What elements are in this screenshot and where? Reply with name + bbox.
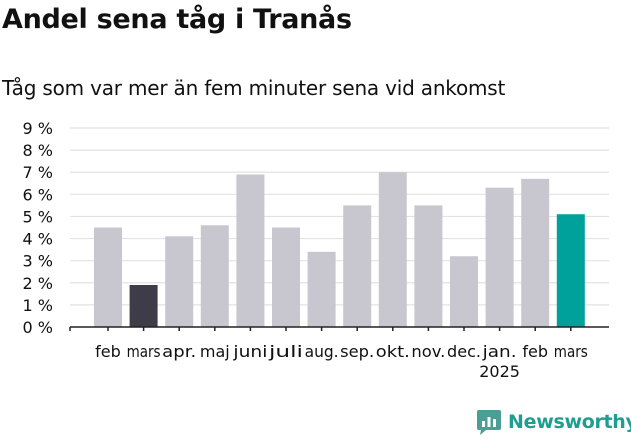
x-tick-label: mars <box>127 342 161 361</box>
newsworthy-brand: Newsworthy <box>476 406 631 438</box>
bar-2 <box>165 236 194 327</box>
bar-7 <box>343 205 372 327</box>
x-tick-label: apr. <box>162 342 196 361</box>
y-tick-label: 0 % <box>23 318 53 337</box>
x-tick-label: jan. <box>481 342 516 361</box>
x-tick-label: juli <box>268 342 303 361</box>
x-tick-label: sep. <box>340 342 374 361</box>
bar-5 <box>272 227 300 327</box>
bar-13 <box>556 214 585 327</box>
x-tick-label: feb <box>522 342 548 361</box>
x-tick-label: feb <box>95 342 121 361</box>
newsworthy-logo-icon <box>477 410 501 435</box>
x-tick-label: nov. <box>411 342 445 361</box>
chart-subtitle: Tåg som var mer än fem minuter sena vid … <box>2 76 506 100</box>
y-tick-label: 5 % <box>23 207 53 226</box>
x-tick-label: juni <box>232 342 267 361</box>
year-label: 2025 <box>479 362 520 381</box>
y-tick-label: 1 % <box>23 296 53 315</box>
bar-6 <box>307 251 336 327</box>
bar-9 <box>414 205 443 327</box>
y-tick-label: 2 % <box>23 274 53 293</box>
bar-0 <box>94 227 122 327</box>
x-tick-label: dec. <box>447 342 481 361</box>
bar-12 <box>521 178 550 327</box>
brand-name: Newsworthy <box>508 411 631 433</box>
x-tick-label: okt. <box>376 342 410 361</box>
x-tick-label: maj <box>200 342 230 361</box>
x-tick-label: mars <box>554 342 588 361</box>
bar-10 <box>450 256 478 327</box>
y-tick-label: 7 % <box>23 163 53 182</box>
bar-11 <box>485 187 514 327</box>
bar-8 <box>378 172 407 327</box>
y-tick-label: 9 % <box>23 119 53 138</box>
bar-4 <box>236 174 265 327</box>
x-tick-label: aug. <box>305 342 339 361</box>
chart-title: Andel sena tåg i Tranås <box>2 4 352 35</box>
bar-chart: 0 %1 %2 %3 %4 %5 %6 %7 %8 %9 % feb mars ap… <box>23 119 609 381</box>
bar-3 <box>200 225 229 327</box>
y-tick-label: 4 % <box>23 230 53 249</box>
bar-1 <box>129 284 158 327</box>
y-tick-label: 8 % <box>23 141 53 160</box>
y-tick-label: 3 % <box>23 252 53 271</box>
y-tick-label: 6 % <box>23 185 53 204</box>
